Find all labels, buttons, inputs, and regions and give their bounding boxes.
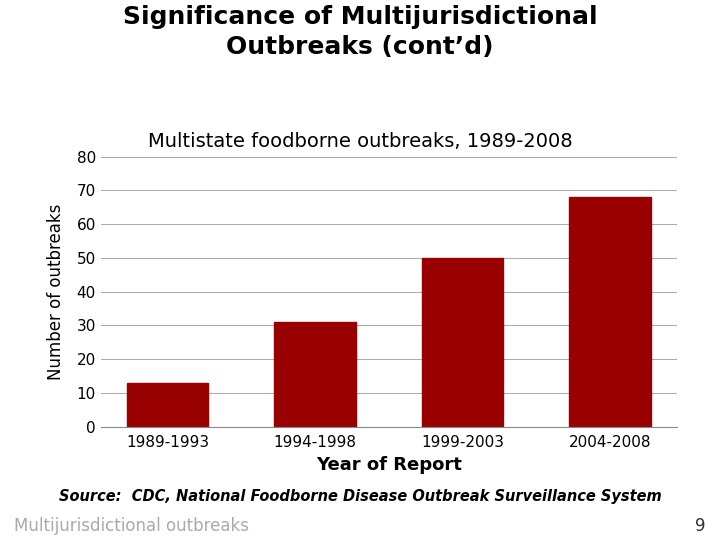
Bar <box>570 197 651 427</box>
Y-axis label: Number of outbreaks: Number of outbreaks <box>48 204 66 380</box>
Bar <box>127 383 208 427</box>
Text: Significance of Multijurisdictional
Outbreaks (cont’d): Significance of Multijurisdictional Outb… <box>122 5 598 59</box>
Text: Multijurisdictional outbreaks: Multijurisdictional outbreaks <box>14 517 249 535</box>
Text: 9: 9 <box>695 517 706 535</box>
Text: Source:  CDC, National Foodborne Disease Outbreak Surveillance System: Source: CDC, National Foodborne Disease … <box>58 489 662 504</box>
Text: Multistate foodborne outbreaks, 1989-2008: Multistate foodborne outbreaks, 1989-200… <box>148 132 572 151</box>
Bar <box>274 322 356 427</box>
Bar <box>422 258 503 427</box>
Text: Year of Report: Year of Report <box>316 456 462 474</box>
